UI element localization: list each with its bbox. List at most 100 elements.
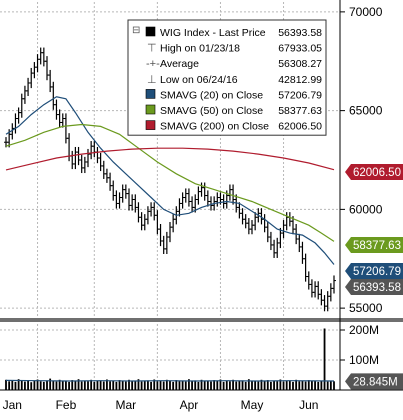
volume-bar-8 [30, 382, 33, 390]
price-tick-label-3: 70000 [349, 5, 383, 19]
volume-bar-48 [156, 381, 159, 390]
volume-bar-0 [5, 379, 7, 390]
volume-bar-103 [329, 381, 332, 390]
legend-value-6: 62006.50 [278, 121, 322, 133]
legend-swatch-4 [145, 89, 156, 99]
volume-bar-20 [68, 381, 70, 390]
volume-bar-96 [307, 380, 310, 390]
volume-bar-71 [229, 381, 231, 390]
volume-bar-52 [169, 381, 171, 390]
volume-bar-67 [216, 381, 219, 390]
volume-bar-23 [77, 379, 80, 390]
volume-bar-46 [150, 381, 152, 390]
volume-bar-65 [210, 381, 212, 390]
last-value-tag-3 [345, 279, 403, 295]
volume-bar-21 [71, 380, 74, 390]
volume-panel [5, 328, 335, 390]
volume-bar-70 [225, 380, 228, 390]
volume-bar-88 [282, 381, 285, 390]
volume-bar-53 [172, 381, 175, 390]
volume-bar-74 [238, 381, 241, 390]
volume-bar-36 [118, 380, 121, 390]
legend-label-5: SMAVG (50) on Close [160, 105, 263, 117]
last-value-tags: 62006.50 58377.63 57206.79 56393.58 28.845M [345, 164, 403, 390]
volume-bar-47 [153, 379, 156, 390]
volume-bar-59 [191, 381, 193, 390]
volume-bar-86 [276, 381, 279, 390]
volume-bar-80 [257, 381, 260, 390]
legend-value-3: 42812.99 [278, 74, 322, 86]
volume-last-text: 28.845M [353, 376, 398, 388]
legend-value-2: 56308.27 [278, 58, 322, 70]
last-value-text-1: 58377.63 [353, 240, 401, 252]
volume-bar-89 [285, 381, 288, 390]
legend[interactable]: ⊟ WIG Index - Last Price 56393.58 ⊤ High on … [127, 19, 327, 136]
volume-bar-60 [194, 380, 197, 390]
volume-bar-92 [295, 379, 298, 390]
volume-bar-51 [165, 379, 168, 390]
volume-tick-label-1: 200M [349, 323, 379, 337]
volume-bar-85 [273, 380, 275, 390]
volume-bar-84 [270, 381, 272, 390]
legend-swatch-0 [145, 26, 156, 37]
volume-bar-99 [317, 381, 320, 390]
last-value-tag-0 [345, 164, 403, 180]
volume-bar-79 [254, 380, 257, 390]
volume-bar-55 [178, 381, 181, 390]
volume-bar-10 [36, 379, 39, 390]
sma50-line [5, 123, 335, 242]
legend-label-2: Average [160, 58, 199, 70]
volume-bar-5 [20, 381, 23, 390]
legend-box [127, 19, 327, 136]
volume-bar-90 [288, 380, 291, 390]
volume-bar-63 [203, 381, 206, 390]
volume-bar-17 [58, 379, 61, 390]
last-value-text-0: 62006.50 [353, 167, 401, 179]
volume-bar-32 [106, 379, 108, 390]
volume-bar-82 [263, 381, 266, 390]
volume-bar-12 [42, 381, 45, 390]
volume-bar-78 [251, 381, 253, 390]
volume-bar-24 [80, 381, 83, 390]
volume-bar-18 [61, 381, 64, 390]
volume-bar-29 [96, 381, 99, 390]
last-value-text-3: 56393.58 [353, 282, 401, 294]
volume-bar-43 [140, 381, 143, 390]
volume-last-tag [345, 373, 403, 390]
volume-bar-1 [8, 381, 11, 390]
panel-separator [0, 318, 403, 322]
volume-bar-69 [222, 381, 225, 390]
volume-bar-62 [200, 379, 203, 390]
volume-bar-72 [232, 379, 234, 390]
legend-label-6: SMAVG (200) on Close [160, 121, 269, 133]
volume-bar-68 [219, 379, 222, 390]
volume-bar-3 [14, 381, 17, 390]
volume-bar-30 [99, 380, 102, 390]
last-value-text-2: 57206.79 [353, 266, 401, 278]
volume-bar-31 [102, 381, 105, 390]
volume-bar-6 [24, 381, 26, 390]
volume-bar-97 [311, 381, 313, 390]
volume-bar-58 [188, 379, 190, 390]
volume-bar-16 [55, 381, 58, 390]
volume-bar-42 [137, 379, 140, 390]
volume-bar-93 [298, 381, 301, 390]
legend-collapse-icon: ⊟ [132, 25, 140, 36]
price-tick-label-1: 60000 [349, 202, 383, 216]
volume-bar-28 [93, 381, 96, 390]
month-label-mar: Mar [116, 398, 137, 412]
volume-bar-54 [175, 380, 178, 390]
volume-bar-57 [184, 381, 187, 390]
volume-bar-35 [115, 381, 118, 390]
volume-bar-61 [197, 381, 200, 390]
legend-label-1: High on 01/23/18 [160, 43, 240, 55]
volume-bar-81 [260, 379, 263, 390]
volume-average-line [5, 379, 335, 382]
volume-bar-33 [109, 381, 111, 390]
volume-bar-37 [121, 381, 124, 390]
volume-bar-104 [333, 381, 335, 390]
volume-bar-44 [143, 381, 146, 390]
volume-bar-11 [39, 381, 42, 390]
volume-bar-13 [46, 380, 48, 390]
volume-bar-83 [266, 380, 269, 390]
